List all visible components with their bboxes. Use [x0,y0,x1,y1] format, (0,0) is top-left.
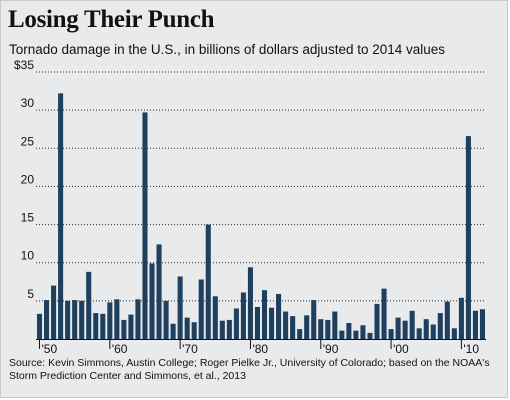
bar [360,325,366,339]
bar [177,276,183,339]
bar [304,315,310,339]
bar [311,300,317,339]
bar [121,319,127,339]
bar [107,302,113,339]
gridlines [36,71,486,302]
bar [479,309,486,339]
chart-title: Losing Their Punch [8,6,215,33]
bar [226,319,232,339]
bar [325,319,331,339]
source-note: Source: Kevin Simmons, Austin College; R… [9,357,490,382]
bar [240,292,246,339]
bar [416,328,422,339]
y-axis-ticks: $35 30 25 20 15 10 5 [14,58,34,301]
bar [332,311,338,339]
bar [402,320,408,339]
x-tick-label: '50 [42,342,58,356]
x-tick-label: '60 [112,342,128,356]
bar [339,330,345,339]
bar [430,324,436,339]
bar [170,323,176,339]
bar [44,300,50,339]
bar [156,244,162,339]
x-tick-label: '70 [182,342,198,356]
bars [36,93,486,340]
bar [205,224,211,339]
bar [58,93,64,339]
bar [219,320,225,339]
x-tick-label: '90 [323,342,339,356]
y-tick-label: 20 [21,172,35,186]
bar [451,328,457,339]
x-tick-label: '10 [463,342,479,356]
y-tick-label: 15 [21,211,35,225]
bar [93,313,99,339]
x-axis: '50 '60 '70 '80 '90 '00 '10 [36,339,486,356]
bar [261,290,268,339]
y-tick-label: 5 [27,287,34,301]
bar [65,300,71,339]
bar [247,267,253,339]
y-tick-label: 25 [21,134,35,148]
bar [388,329,394,339]
bar [114,299,120,339]
y-tick-label: 10 [21,249,35,263]
x-tick-label: '80 [252,342,268,356]
bar [212,296,218,339]
bar [254,306,261,339]
bar [269,307,275,339]
bar [353,330,359,339]
bar [395,317,401,339]
bar [465,136,471,339]
bar [437,313,443,339]
bar [409,310,415,339]
bar [51,285,57,339]
bar [276,293,282,339]
bar [381,288,387,339]
bar [458,297,464,339]
y-tick-label: 30 [21,96,35,110]
bar [135,299,141,339]
x-tick-label: '00 [393,342,409,356]
bar [36,313,43,339]
bar [128,314,134,339]
bar [472,310,478,339]
y-tick-label: $35 [14,58,34,72]
bar [423,319,429,339]
bar [374,303,380,339]
bar [367,332,373,339]
bar [86,271,92,339]
chart-subtitle: Tornado damage in the U.S., in billions … [9,42,446,57]
bar [163,300,169,339]
bar [233,308,239,339]
bar [297,329,303,339]
bar [318,319,324,339]
bar [346,322,352,339]
bar [149,263,155,339]
bar [142,112,148,340]
bar [72,300,78,339]
bar [290,316,296,339]
bar [191,322,197,339]
bar [444,301,450,339]
bar [283,311,289,339]
bar [79,300,85,339]
bar [198,279,204,339]
bar [100,313,106,339]
bar [184,317,190,339]
